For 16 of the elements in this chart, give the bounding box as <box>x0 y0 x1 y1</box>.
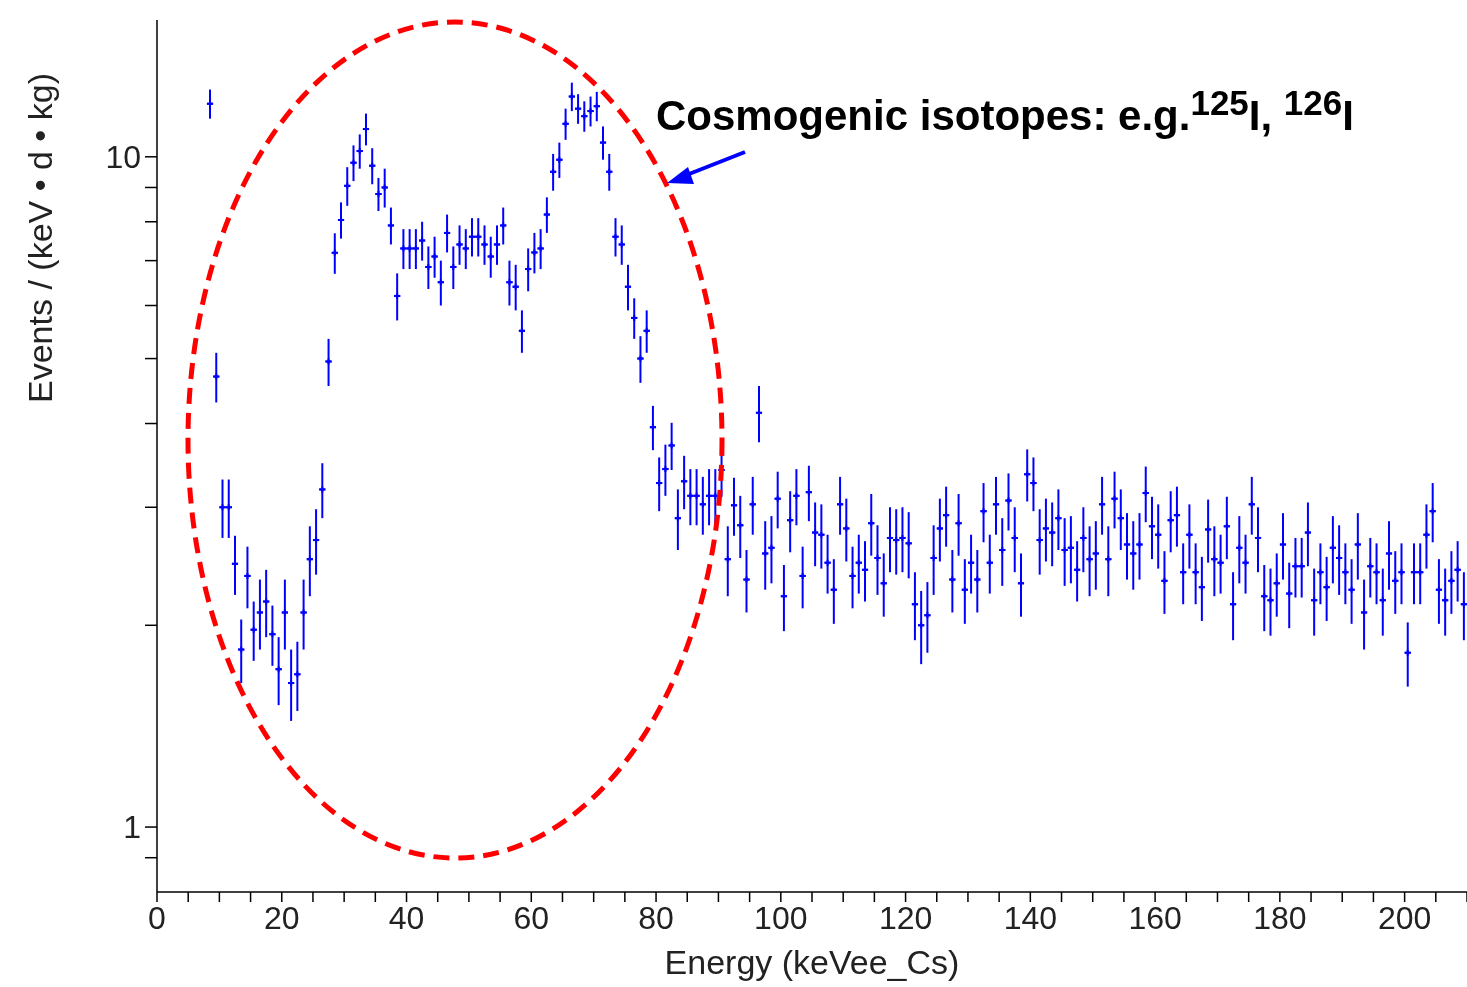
x-tick-label: 0 <box>148 899 166 936</box>
x-tick-label: 40 <box>388 899 425 936</box>
y-axis-title: Events / (keV • d • kg) <box>21 73 59 403</box>
x-tick-label: 100 <box>754 899 808 936</box>
y-tick-label: 10 <box>105 139 141 176</box>
y-tick-label: 1 <box>123 809 141 846</box>
x-tick-label: 20 <box>263 899 300 936</box>
x-tick-label: 180 <box>1253 899 1307 936</box>
x-tick-label: 80 <box>638 899 674 936</box>
x-tick-label: 60 <box>513 899 550 936</box>
x-axis-title: Energy (keVee_Cs) <box>664 943 960 981</box>
annotation: Cosmogenic isotopes: e.g.$^{125}$I, $^{126}$I <box>656 83 1354 140</box>
x-tick-label: 160 <box>1128 899 1182 936</box>
x-tick-label: 120 <box>878 899 933 936</box>
x-tick-label: 140 <box>1003 899 1058 936</box>
x-tick-label: 200 <box>1377 899 1432 936</box>
